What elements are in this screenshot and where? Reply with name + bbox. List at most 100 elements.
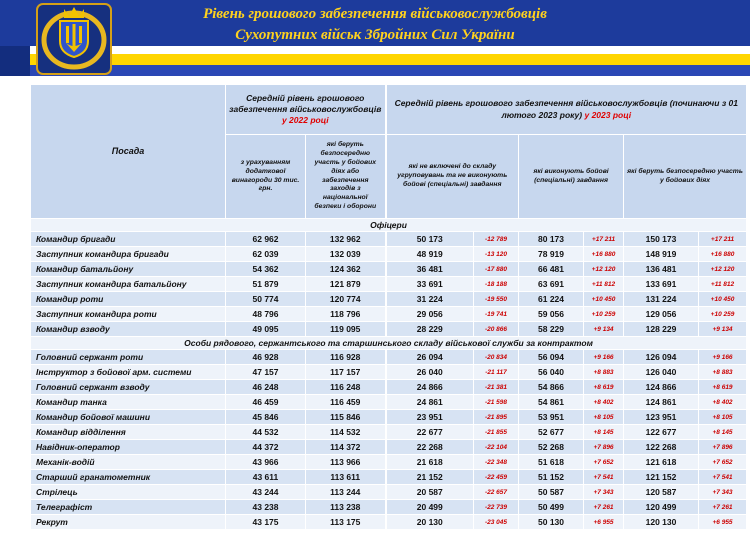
delta-2023-combat-tasks-cell: +8 619 [583,379,625,395]
delta-2023-not-included-cell: -22 459 [473,469,520,485]
pay-2023-not-included-cell: 26 094 [384,349,475,365]
pay-2022-combat-cell: 113 966 [304,454,387,470]
pay-2022-combat-cell: 118 796 [304,306,387,322]
delta-2023-combat-tasks-cell: +7 261 [583,499,625,515]
group-header-2023: Середній рівень грошового забезпечення в… [384,84,748,135]
pay-2023-direct-combat-cell: 122 268 [623,439,700,455]
pay-2023-direct-combat-cell: 122 677 [623,424,700,440]
pay-2023-not-included-cell: 48 919 [384,246,475,262]
pay-2022-bonus-cell: 46 928 [225,349,306,365]
pay-2023-combat-tasks-cell: 51 152 [518,469,585,485]
pay-2022-combat-cell: 116 928 [304,349,387,365]
pay-2022-combat-cell: 113 244 [304,484,387,500]
table-row: Механік-водій 43 966 113 966 21 618 -22 348 5… [30,454,748,470]
section-row: Офіцери [29,218,748,232]
pay-2023-combat-tasks-cell: 54 861 [518,394,585,410]
position-cell: Стрілець [30,484,226,500]
delta-2023-direct-combat-cell: +8 105 [698,409,748,425]
pay-2023-combat-tasks-cell: 50 499 [518,499,585,515]
position-cell: Командир відділення [30,424,226,440]
pay-2023-direct-combat-cell: 133 691 [623,276,700,292]
position-cell: Командир танка [30,394,226,410]
table-row: Телеграфіст 43 238 113 238 20 499 -22 739 50 … [30,499,748,515]
delta-2023-direct-combat-cell: +7 541 [698,469,748,485]
pay-table-body: Офіцери Командир бригади 62 962 132 962 50 1… [29,218,748,530]
pay-2023-combat-tasks-cell: 61 224 [518,291,585,307]
delta-2023-combat-tasks-cell: +11 812 [583,276,625,292]
table-row: Головний сержант роти 46 928 116 928 26 094… [30,349,748,365]
pay-2022-bonus-cell: 54 362 [225,261,306,277]
section-row: Особи рядового, сержантського та старшин… [29,336,748,350]
delta-2023-direct-combat-cell: +7 896 [698,439,748,455]
delta-2023-combat-tasks-cell: +8 105 [583,409,625,425]
position-cell: Командир батальйону [30,261,226,277]
delta-2023-not-included-cell: -19 741 [473,306,520,322]
pay-2023-direct-combat-cell: 123 951 [623,409,700,425]
delta-2023-direct-combat-cell: +17 211 [698,231,748,247]
pay-2023-direct-combat-cell: 121 152 [623,469,700,485]
pay-2023-not-included-cell: 36 481 [384,261,475,277]
pay-2022-combat-cell: 113 238 [304,499,387,515]
pay-2023-not-included-cell: 22 677 [384,424,475,440]
pay-2022-combat-cell: 132 039 [304,246,387,262]
delta-2023-combat-tasks-cell: +9 166 [583,349,625,365]
col-header-2023-combat-tasks: які виконують бойові (спеціальні) завдан… [518,134,625,219]
delta-2023-not-included-cell: -17 880 [473,261,520,277]
position-cell: Заступник командира батальйону [30,276,226,292]
delta-2023-not-included-cell: -20 834 [473,349,520,365]
delta-2023-not-included-cell: -13 120 [473,246,520,262]
group-2023-title: Середній рівень грошового забезпечення в… [394,98,738,120]
delta-2023-direct-combat-cell: +10 450 [698,291,748,307]
section-label: Особи рядового, сержантського та старшин… [29,336,748,350]
col-header-2022-direct-combat: які беруть безпосередню участь у бойових… [304,134,387,219]
pay-2022-bonus-cell: 43 238 [225,499,306,515]
pay-2023-direct-combat-cell: 121 618 [623,454,700,470]
delta-2023-direct-combat-cell: +11 812 [698,276,748,292]
pay-2022-bonus-cell: 46 248 [225,379,306,395]
pay-2022-bonus-cell: 47 157 [225,364,306,380]
position-cell: Командир взводу [30,321,226,337]
page-title-line1: Рівень грошового забезпечення військовос… [203,6,547,22]
pay-2022-bonus-cell: 46 459 [225,394,306,410]
pay-2022-bonus-cell: 49 095 [225,321,306,337]
col-header-2023-direct-combat: які беруть безпосередню участь у бойових… [623,134,748,219]
delta-2023-not-included-cell: -22 657 [473,484,520,500]
flag-corner-block [0,46,30,76]
pay-2023-not-included-cell: 33 691 [384,276,475,292]
pay-2023-direct-combat-cell: 129 056 [623,306,700,322]
delta-2023-direct-combat-cell: +7 261 [698,499,748,515]
table-row: Рекрут 43 175 113 175 20 130 -23 045 50 130 +6… [30,514,748,530]
group-2022-year: у 2022 році [281,115,329,126]
delta-2023-combat-tasks-cell: +8 402 [583,394,625,410]
table-row: Командир бригади 62 962 132 962 50 173 -12 7… [30,231,748,247]
table-row: Командир взводу 49 095 119 095 28 229 -20 86… [30,321,748,337]
pay-2022-combat-cell: 117 157 [304,364,387,380]
pay-2022-bonus-cell: 62 039 [225,246,306,262]
pay-2023-direct-combat-cell: 126 094 [623,349,700,365]
delta-2023-combat-tasks-cell: +8 883 [583,364,625,380]
page-title-line2: Сухопутних військ Збройних Сил України [235,27,515,43]
delta-2023-not-included-cell: -22 104 [473,439,520,455]
flag-stripe-yellow [30,54,750,65]
pay-2023-direct-combat-cell: 150 173 [623,231,700,247]
delta-2023-direct-combat-cell: +9 134 [698,321,748,337]
table-row: Заступник командира батальйону 51 879 121 … [30,276,748,292]
delta-2023-not-included-cell: -21 855 [473,424,520,440]
delta-2023-direct-combat-cell: +12 120 [698,261,748,277]
pay-2022-combat-cell: 114 372 [304,439,387,455]
pay-2022-bonus-cell: 43 966 [225,454,306,470]
pay-2023-not-included-cell: 31 224 [384,291,475,307]
delta-2023-direct-combat-cell: +10 259 [698,306,748,322]
table-row: Навідник-оператор 44 372 114 372 22 268 -22 … [30,439,748,455]
delta-2023-combat-tasks-cell: +17 211 [583,231,625,247]
table-row: Старший гранатометник 43 611 113 611 21 152… [30,469,748,485]
position-cell: Головний сержант взводу [30,379,226,395]
pay-2023-direct-combat-cell: 148 919 [623,246,700,262]
pay-2023-direct-combat-cell: 128 229 [623,321,700,337]
delta-2023-not-included-cell: -19 550 [473,291,520,307]
delta-2023-direct-combat-cell: +6 955 [698,514,748,530]
pay-2022-combat-cell: 113 611 [304,469,387,485]
delta-2023-combat-tasks-cell: +6 955 [583,514,625,530]
pay-2023-not-included-cell: 26 040 [384,364,475,380]
position-cell: Командир бригади [30,231,226,247]
